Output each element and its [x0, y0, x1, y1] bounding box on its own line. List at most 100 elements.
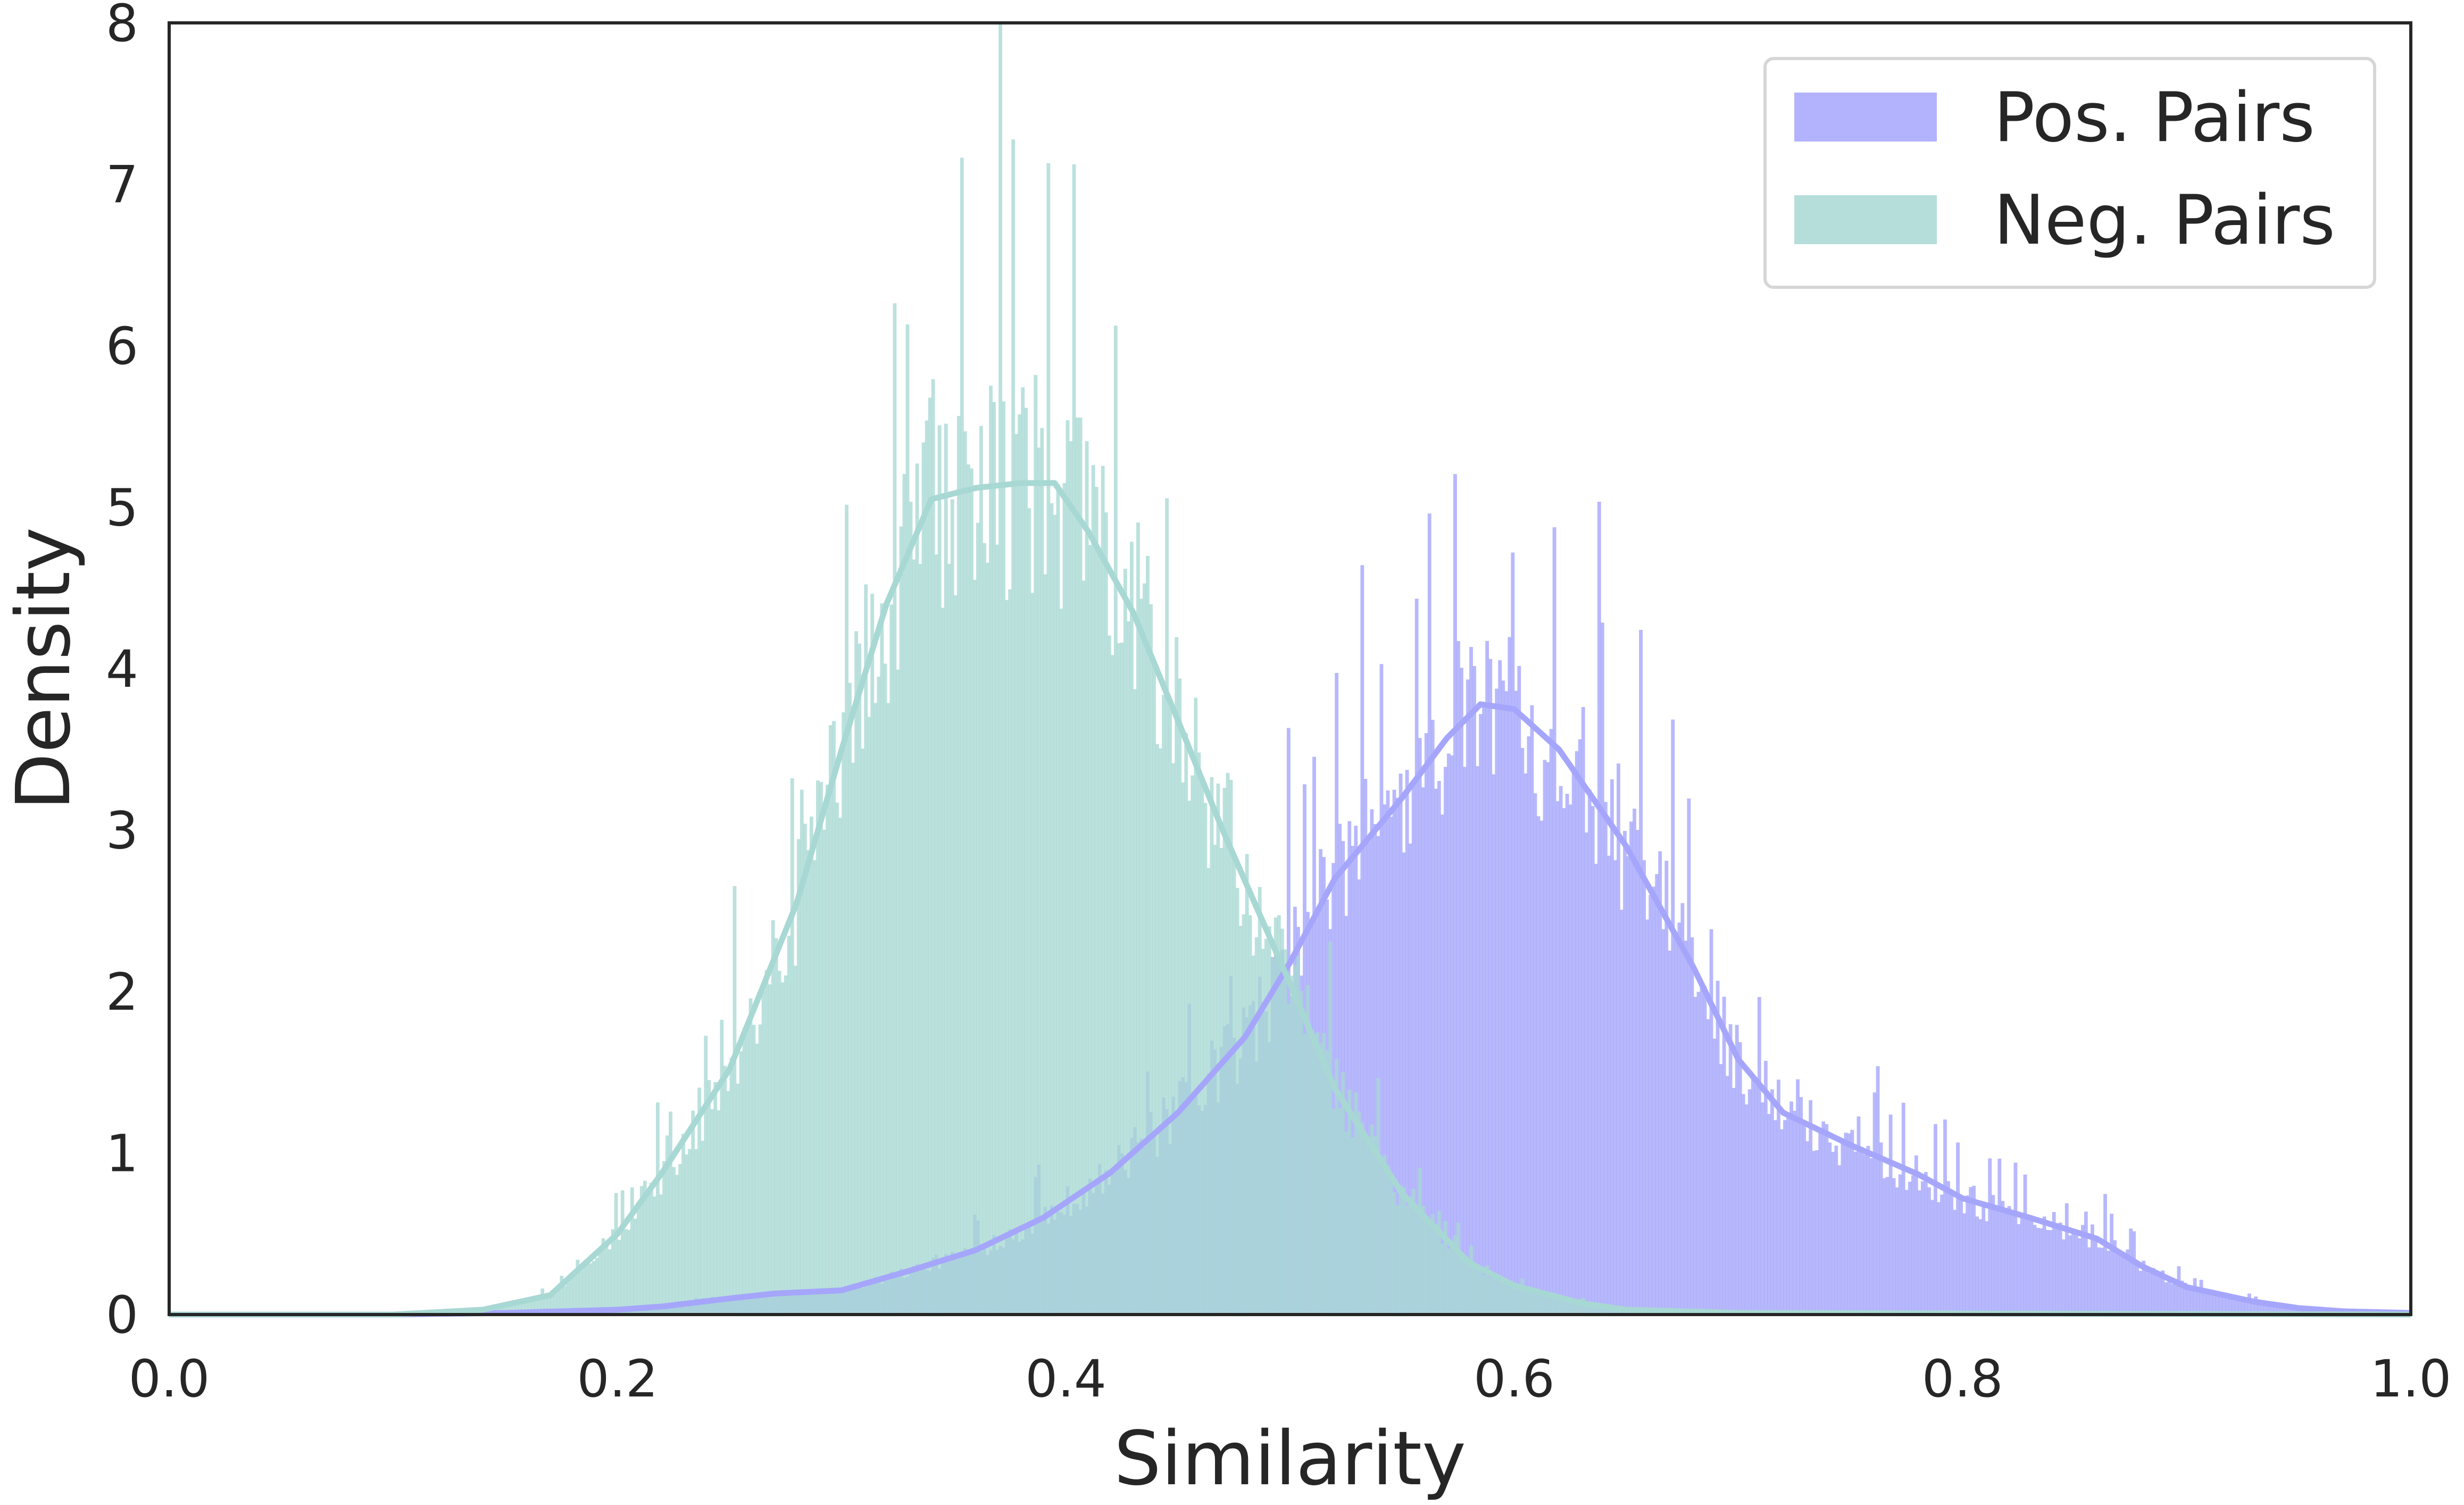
hist-bar: [1655, 874, 1659, 1315]
hist-bar: [1043, 574, 1047, 1315]
hist-bar: [1626, 856, 1630, 1315]
hist-bar: [979, 426, 983, 1315]
hist-bar: [2007, 1206, 2011, 1315]
hist-bar: [1642, 860, 1646, 1315]
hist-bar: [1395, 1205, 1400, 1315]
hist-bar: [1617, 763, 1620, 1315]
hist-bar: [2077, 1238, 2082, 1315]
hist-bar: [1539, 1295, 1544, 1315]
hist-bar: [2193, 1278, 2197, 1315]
hist-bar: [2107, 1250, 2110, 1315]
hist-bar: [1466, 679, 1470, 1315]
hist-bar: [1555, 1297, 1560, 1315]
hist-bar: [918, 564, 922, 1315]
hist-bar: [1610, 779, 1614, 1315]
hist-bar: [1501, 680, 1505, 1315]
hist-bar: [518, 1302, 522, 1315]
hist-bar: [1005, 600, 1009, 1315]
hist-bar: [912, 559, 916, 1315]
hist-bar: [1229, 779, 1233, 1315]
hist-bar: [1264, 938, 1268, 1315]
hist-bar: [1799, 1097, 1803, 1315]
y-tick-label: 0: [106, 1285, 138, 1345]
hist-bar: [822, 829, 826, 1315]
hist-bar: [1360, 1122, 1364, 1315]
hist-bar: [1591, 806, 1595, 1315]
hist-bar: [2177, 1266, 2181, 1315]
hist-bar: [1536, 1292, 1541, 1315]
y-axis-title: Density: [1, 527, 87, 810]
hist-bar: [1786, 1117, 1790, 1315]
hist-bar: [1677, 922, 1681, 1315]
hist-bar: [755, 1043, 759, 1315]
hist-bar: [1671, 719, 1675, 1315]
hist-bar: [1517, 666, 1521, 1315]
hist-bar: [2237, 1297, 2242, 1315]
hist-bar: [780, 982, 785, 1315]
hist-bar: [1482, 1275, 1486, 1315]
hist-bar: [1386, 790, 1390, 1315]
hist-bar: [1466, 1260, 1470, 1315]
hist-bar: [1222, 787, 1227, 1315]
hist-bar: [601, 1238, 605, 1315]
hist-bar: [2151, 1268, 2155, 1315]
hist-bar: [1504, 691, 1509, 1315]
hist-bar: [1716, 980, 1720, 1315]
hist-bar: [1693, 996, 1697, 1315]
hist-bar: [2135, 1261, 2140, 1315]
hist-bar: [1107, 635, 1111, 1315]
hist-bar: [1606, 855, 1611, 1315]
hist-bar: [576, 1259, 580, 1315]
hist-bar: [2020, 1213, 2024, 1315]
hist-bar: [1966, 1195, 1970, 1315]
hist-bar: [2260, 1301, 2264, 1315]
hist-bar: [1914, 1155, 1918, 1315]
hist-bar: [2234, 1296, 2238, 1315]
hist-bar: [1319, 1043, 1322, 1315]
hist-bar: [748, 998, 753, 1315]
hist-bar: [1187, 801, 1192, 1315]
hist-bar: [1309, 1031, 1313, 1315]
hist-bar: [1860, 1147, 1864, 1315]
hist-bar: [1008, 589, 1012, 1315]
hist-bar: [585, 1259, 589, 1315]
hist-bar: [1485, 1265, 1489, 1315]
hist-bar: [1363, 779, 1368, 1315]
hist-bar: [1130, 542, 1134, 1315]
hist-bar: [886, 703, 890, 1315]
hist-bar: [1367, 842, 1371, 1315]
hist-bar: [1335, 672, 1339, 1315]
hist-bar: [691, 1110, 695, 1315]
hist-bar: [1286, 1004, 1291, 1315]
hist-bar: [701, 1141, 705, 1315]
hist-bar: [1053, 514, 1057, 1315]
hist-bar: [1024, 408, 1028, 1315]
hist-bar: [899, 526, 903, 1315]
hist-bar: [528, 1300, 532, 1315]
hist-bar: [1850, 1129, 1854, 1315]
hist-bar: [1492, 1274, 1496, 1315]
hist-bar: [1530, 1288, 1534, 1315]
hist-bar: [1514, 1284, 1518, 1315]
hist-bar: [1751, 1077, 1755, 1315]
hist-bar: [1078, 418, 1083, 1315]
hist-bar: [793, 966, 797, 1315]
hist-bar: [1953, 1210, 1957, 1315]
hist-bar: [1363, 1134, 1368, 1315]
hist-bar: [1383, 804, 1387, 1315]
hist-bar: [2052, 1212, 2056, 1315]
hist-bar: [537, 1295, 542, 1315]
hist-bar: [1712, 1038, 1717, 1315]
hist-bar: [614, 1193, 618, 1315]
hist-bar: [1171, 763, 1176, 1315]
hist-bar: [2116, 1251, 2120, 1315]
hist-bar: [1930, 1200, 1934, 1315]
hist-bar: [2113, 1240, 2117, 1315]
hist-bar: [1056, 484, 1060, 1315]
hist-bar: [1373, 1136, 1377, 1315]
hist-bar: [1536, 816, 1541, 1315]
hist-bar: [2196, 1288, 2200, 1315]
x-axis-ticks: 0.0 0.2 0.4 0.6 0.8 1.0: [129, 1349, 2452, 1409]
hist-bar: [1812, 1151, 1816, 1315]
